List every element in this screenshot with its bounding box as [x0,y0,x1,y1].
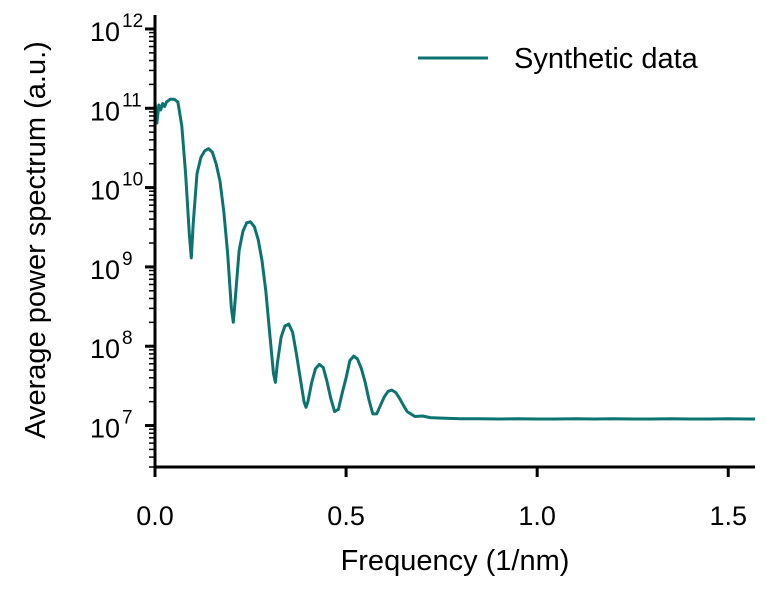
series-line-synthetic-data [153,97,755,421]
y-axis-label: Average power spectrum (a.u.) [20,41,52,439]
y-tick-exponent: 12 [122,11,143,32]
x-tick-label: 1.0 [518,501,556,531]
x-axis: 0.0 0.5 1.0 1.5 [136,465,755,531]
y-tick-exponent: 8 [122,328,133,349]
x-tick-label: 1.5 [709,501,747,531]
y-tick-label: 10 [90,414,120,444]
y-tick-label: 10 [90,17,120,47]
legend: Synthetic data [418,43,699,75]
legend-label: Synthetic data [514,43,699,75]
x-axis-label: Frequency (1/nm) [341,545,570,577]
x-tick-label: 0.5 [327,501,365,531]
y-tick-label: 10 [90,334,120,364]
y-tick-exponent: 9 [122,249,133,270]
y-tick-label: 10 [90,176,120,206]
plot-area [153,97,755,421]
x-tick-label: 0.0 [136,501,174,531]
y-tick-exponent: 10 [122,170,143,191]
y-tick-label: 10 [90,96,120,126]
y-tick-label: 10 [90,255,120,285]
y-tick-exponent: 11 [122,90,142,111]
y-tick-exponent: 7 [122,408,133,429]
